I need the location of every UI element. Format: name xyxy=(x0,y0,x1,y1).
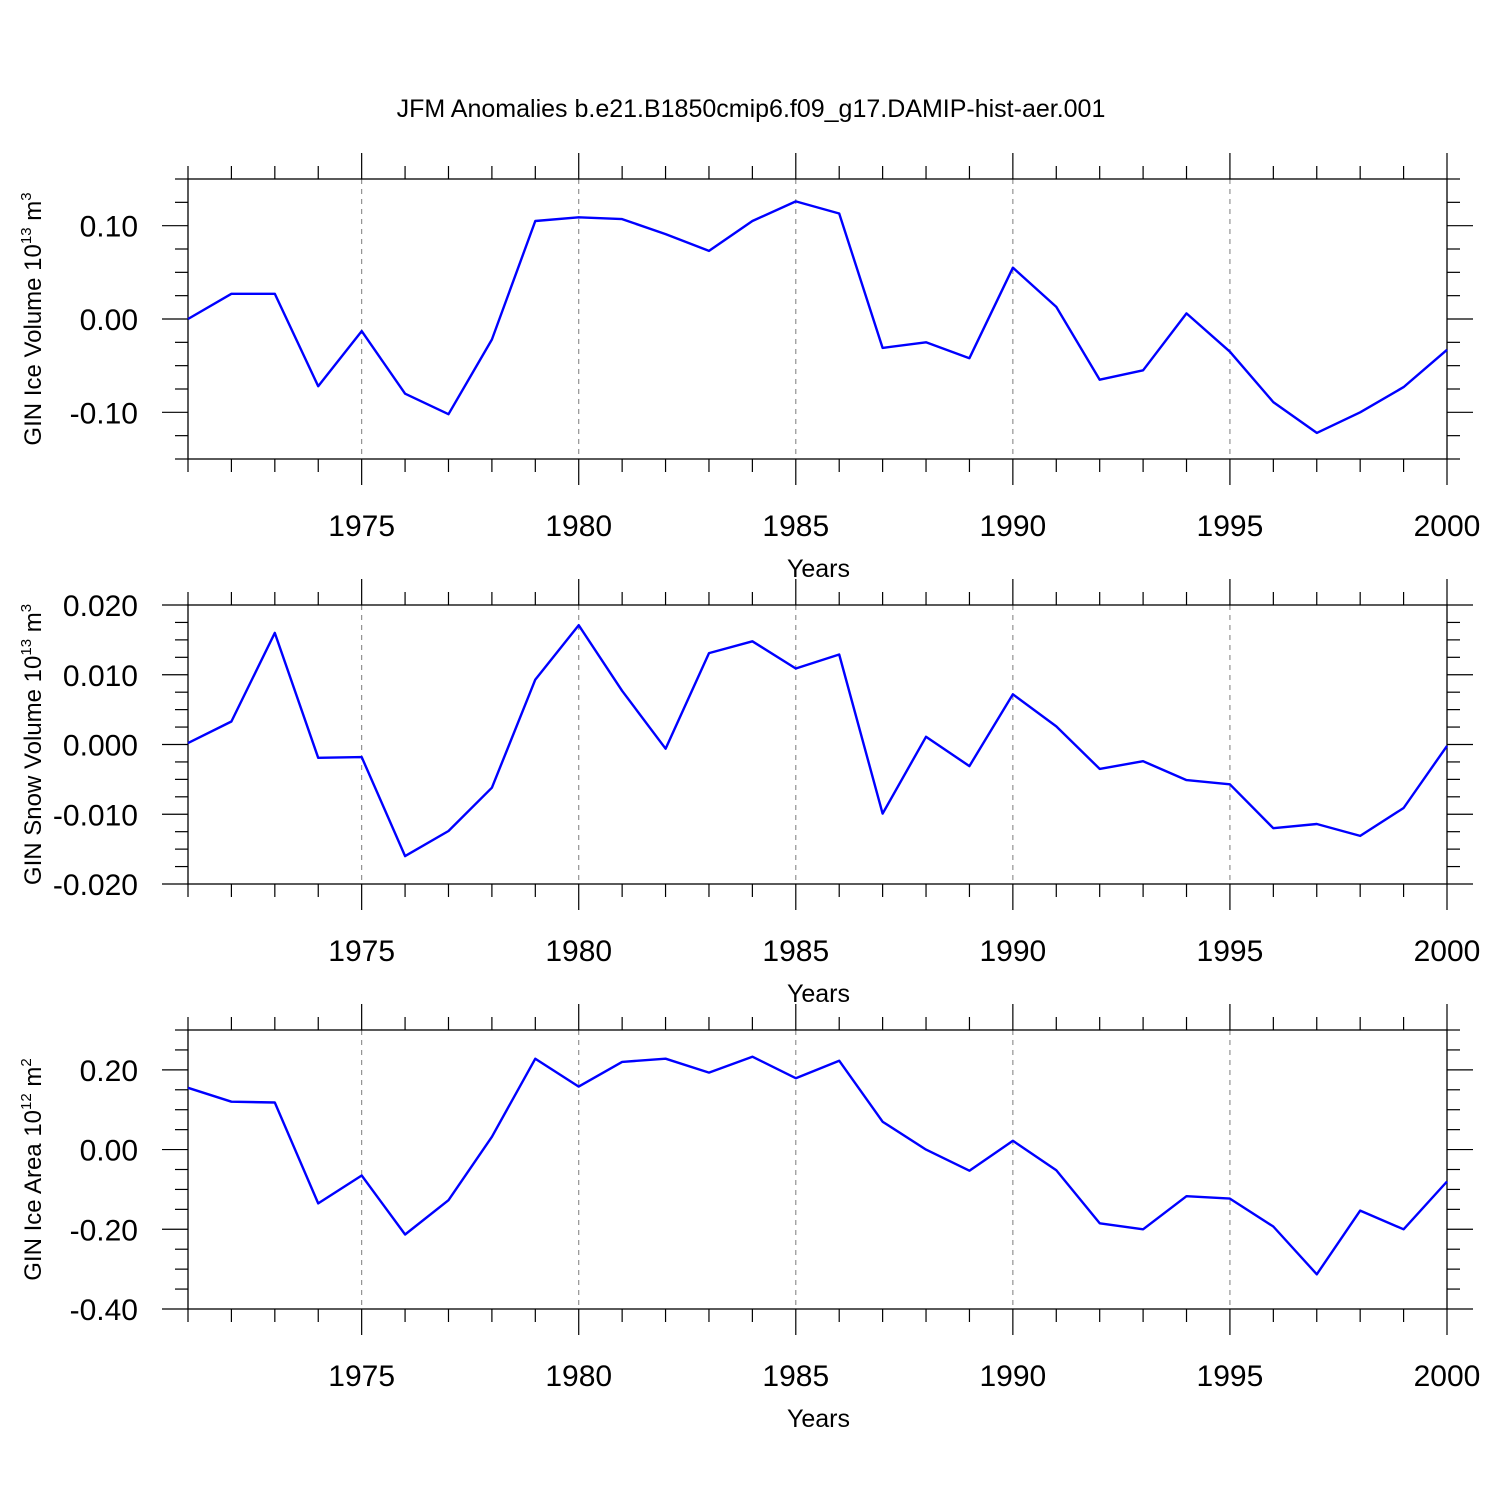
x-tick-label: 1990 xyxy=(979,935,1046,968)
y-tick-label: 0.20 xyxy=(80,1055,138,1088)
panel-2: 1975 1980 1985 1990 1995 2000 Years 0.020 0.010 0… xyxy=(18,579,1480,1008)
y-tick-label: 0.00 xyxy=(80,1135,138,1168)
x-tick-label: 1985 xyxy=(762,510,829,543)
x-axis-label: Years xyxy=(787,555,850,583)
chart-title: JFM Anomalies b.e21.B1850cmip6.f09_g17.D… xyxy=(397,95,1106,123)
x-tick-label: 1980 xyxy=(545,935,612,968)
y-axis-label: GIN Ice Area 1012 m2 xyxy=(18,1058,47,1280)
x-tick-label: 1980 xyxy=(545,1360,612,1393)
y-tick-label: 0.010 xyxy=(63,660,138,693)
panel-1: 1975 1980 1985 1990 1995 2000 Years 0.10 0.00 -0.… xyxy=(18,153,1480,583)
x-axis-label: Years xyxy=(787,980,850,1008)
x-tick-label: 1995 xyxy=(1197,935,1264,968)
y-tick-label: 0.10 xyxy=(80,211,138,244)
y-axis-label: GIN Ice Volume 1013 m3 xyxy=(18,192,47,445)
x-tick-label: 1980 xyxy=(545,510,612,543)
plot-frame xyxy=(187,1029,1448,1310)
x-tick-label: 1975 xyxy=(328,935,395,968)
y-axis-label: GIN Snow Volume 1013 m3 xyxy=(18,604,47,885)
plot-frame xyxy=(187,604,1448,885)
x-tick-label: 2000 xyxy=(1414,510,1481,543)
x-tick-label: 1975 xyxy=(328,1360,395,1393)
x-tick-label: 1985 xyxy=(762,1360,829,1393)
series-line xyxy=(187,624,1448,858)
x-tick-label: 2000 xyxy=(1414,1360,1481,1393)
x-tick-label: 1995 xyxy=(1197,1360,1264,1393)
plot-frame xyxy=(187,178,1448,460)
y-tick-label: 0.00 xyxy=(80,304,138,337)
panel-3: 1975 1980 1985 1990 1995 2000 Years 0.20 0.00 -0.… xyxy=(18,1004,1480,1433)
series-line xyxy=(187,1055,1448,1276)
y-tick-label: -0.40 xyxy=(70,1294,138,1327)
x-tick-label: 1990 xyxy=(979,1360,1046,1393)
y-tick-label: -0.020 xyxy=(53,869,138,902)
x-tick-label: 1985 xyxy=(762,935,829,968)
x-tick-label: 1990 xyxy=(979,510,1046,543)
x-tick-label: 2000 xyxy=(1414,935,1481,968)
y-tick-label: 0.000 xyxy=(63,730,138,763)
x-axis-label: Years xyxy=(787,1405,850,1433)
x-tick-label: 1975 xyxy=(328,510,395,543)
y-tick-label: -0.10 xyxy=(70,397,138,430)
series-line xyxy=(187,200,1448,435)
y-tick-label: -0.20 xyxy=(70,1214,138,1247)
y-tick-label: 0.020 xyxy=(63,590,138,623)
x-tick-label: 1995 xyxy=(1197,510,1264,543)
y-tick-label: -0.010 xyxy=(53,799,138,832)
